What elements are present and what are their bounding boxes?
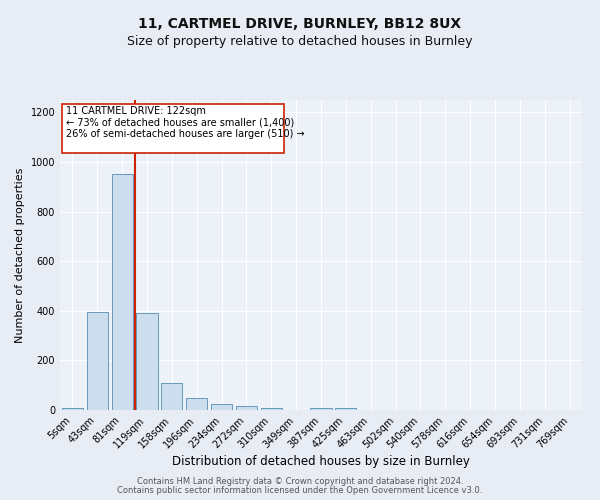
Bar xyxy=(335,408,356,410)
Text: 11 CARTMEL DRIVE: 122sqm
← 73% of detached houses are smaller (1,400)
26% of sem: 11 CARTMEL DRIVE: 122sqm ← 73% of detach… xyxy=(66,106,305,140)
Bar xyxy=(62,408,83,410)
Bar xyxy=(161,382,182,410)
Bar xyxy=(236,406,257,410)
Bar xyxy=(112,174,133,410)
Bar xyxy=(87,312,108,410)
Text: Size of property relative to detached houses in Burnley: Size of property relative to detached ho… xyxy=(127,35,473,48)
Bar xyxy=(136,314,158,410)
Bar xyxy=(261,408,282,410)
Text: Contains public sector information licensed under the Open Government Licence v3: Contains public sector information licen… xyxy=(118,486,482,495)
Bar xyxy=(310,408,332,410)
Text: 11, CARTMEL DRIVE, BURNLEY, BB12 8UX: 11, CARTMEL DRIVE, BURNLEY, BB12 8UX xyxy=(139,18,461,32)
Text: Contains HM Land Registry data © Crown copyright and database right 2024.: Contains HM Land Registry data © Crown c… xyxy=(137,477,463,486)
X-axis label: Distribution of detached houses by size in Burnley: Distribution of detached houses by size … xyxy=(172,456,470,468)
Y-axis label: Number of detached properties: Number of detached properties xyxy=(15,168,25,342)
Bar xyxy=(186,398,207,410)
FancyBboxPatch shape xyxy=(62,104,284,154)
Bar xyxy=(211,404,232,410)
